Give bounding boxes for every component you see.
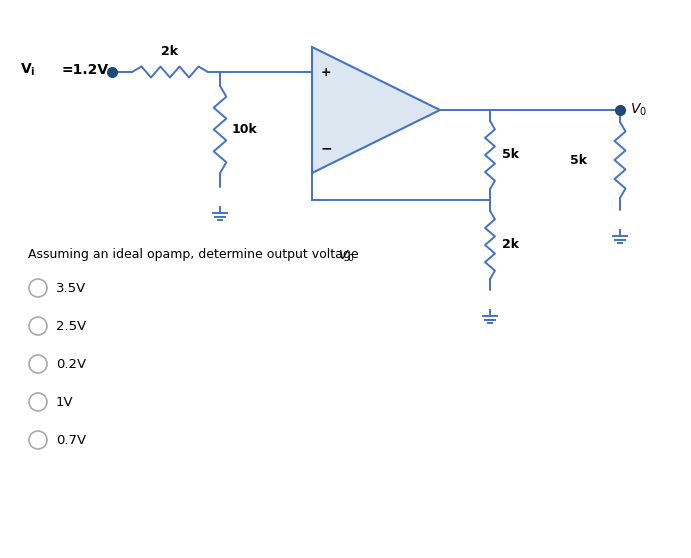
Text: 2k: 2k <box>502 238 519 252</box>
Text: 5k: 5k <box>502 148 519 161</box>
Text: $V_0$: $V_0$ <box>338 249 354 264</box>
Polygon shape <box>312 47 440 173</box>
Text: Assuming an ideal opamp, determine output voltage: Assuming an ideal opamp, determine outpu… <box>28 248 363 261</box>
Text: 3.5V: 3.5V <box>56 281 86 295</box>
Text: 2.5V: 2.5V <box>56 320 86 333</box>
Text: 5k: 5k <box>570 153 587 166</box>
Text: $\mathbf{V_i}$: $\mathbf{V_i}$ <box>20 62 35 78</box>
Text: 2k: 2k <box>162 45 178 58</box>
Text: +: + <box>321 65 331 79</box>
Text: 0.2V: 0.2V <box>56 358 86 371</box>
Text: −: − <box>320 141 332 155</box>
Text: $V_0$: $V_0$ <box>630 102 647 118</box>
Text: 0.7V: 0.7V <box>56 434 86 446</box>
Text: =1.2V: =1.2V <box>62 63 109 77</box>
Text: 1V: 1V <box>56 396 74 408</box>
Text: 10k: 10k <box>232 123 258 136</box>
